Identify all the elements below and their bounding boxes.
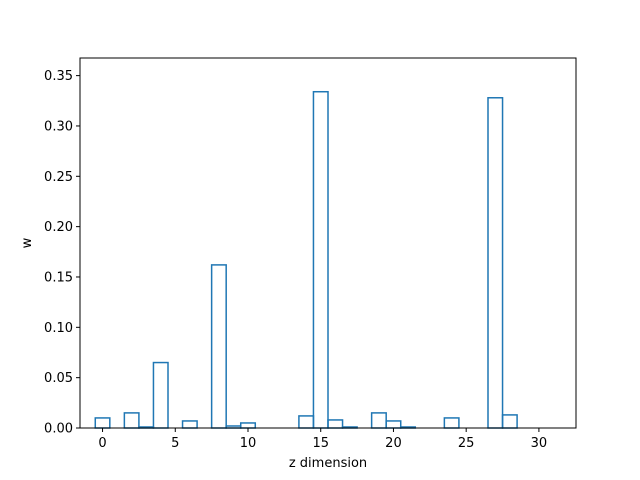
x-tick-label: 0: [98, 436, 106, 451]
y-tick-label: 0.05: [44, 371, 73, 386]
y-tick-label: 0.15: [44, 270, 73, 285]
y-tick-label: 0.25: [44, 170, 73, 185]
axes-frame: [79, 57, 577, 429]
x-axis-ticks: 0 5 10 15 20 25 30: [98, 428, 547, 451]
x-tick-label: 25: [458, 436, 475, 451]
y-tick-label: 0.20: [44, 220, 73, 235]
x-tick-label: 15: [312, 436, 329, 451]
y-tick-label: 0.35: [44, 69, 73, 84]
y-tick-label: 0.30: [44, 119, 73, 134]
y-tick-label: 0.00: [44, 422, 73, 437]
x-tick-label: 5: [171, 436, 179, 451]
x-axis-label: z dimension: [289, 456, 367, 471]
x-tick-label: 30: [531, 436, 548, 451]
y-axis-ticks: 0.00 0.05 0.10 0.15 0.20 0.25 0.30 0.35: [44, 69, 80, 437]
y-axis-label: w: [20, 237, 35, 248]
y-tick-label: 0.10: [44, 321, 73, 336]
x-tick-label: 10: [240, 436, 257, 451]
x-tick-label: 20: [385, 436, 402, 451]
